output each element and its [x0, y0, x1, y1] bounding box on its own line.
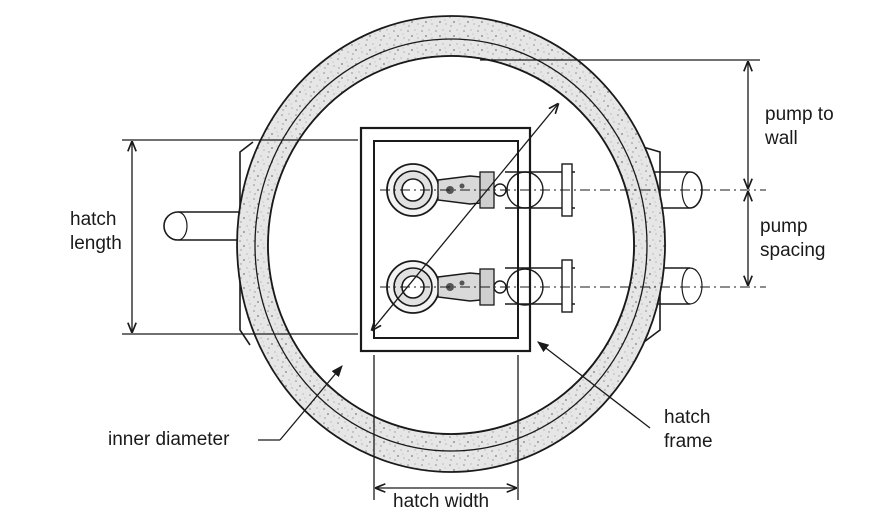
hatch-frame-label: hatch frame: [664, 407, 713, 452]
pump-to-wall-dimension: [480, 59, 760, 188]
left-pipe: [163, 211, 240, 241]
hatch-length-label: hatch length: [70, 209, 122, 254]
pump-to-wall-label: pump to wall: [765, 104, 834, 149]
inner-diameter-dimension: [372, 104, 558, 330]
hatch-width-label: hatch width: [393, 491, 490, 512]
pump-spacing-label: pump spacing: [760, 216, 826, 261]
inner-chamber: [267, 55, 635, 435]
hatch-width-dimension: [373, 355, 519, 500]
inner-diameter-leader: [258, 365, 343, 441]
inner-diameter-label: inner diameter: [108, 429, 230, 450]
hatch-length-dimension: [122, 139, 358, 335]
hatch-frame-leader: [537, 341, 651, 429]
